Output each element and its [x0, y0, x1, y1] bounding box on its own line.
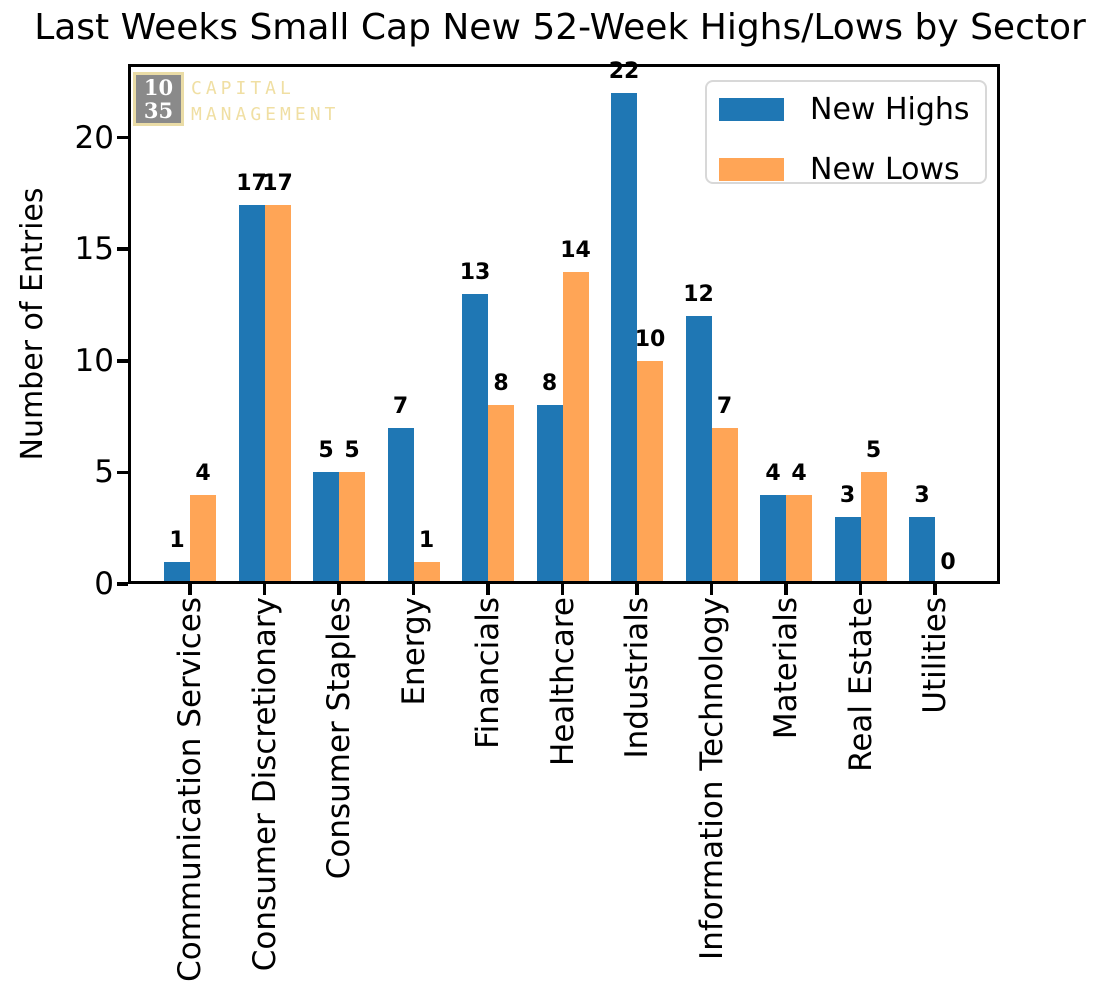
bar-value-label: 10	[634, 326, 666, 352]
x-tick	[262, 584, 267, 595]
bar-value-label: 7	[392, 393, 409, 419]
legend-item-new-highs: New Highs	[719, 94, 985, 124]
legend-label-new-lows: New Lows	[810, 151, 960, 187]
y-tick-label: 10	[74, 342, 114, 379]
bar-value-label: 22	[608, 59, 640, 84]
bar-new-lows-energy	[413, 561, 440, 584]
logo-number-bottom: 35	[143, 98, 174, 123]
bar-value-label: 3	[914, 483, 930, 509]
x-tick-label-communication-services: Communication Services	[172, 597, 208, 982]
x-tick-label-consumer-discretionary: Consumer Discretionary	[246, 597, 283, 972]
y-tick	[117, 247, 128, 251]
bar-new-lows-industrials	[637, 360, 663, 584]
y-axis-label: Number of Entries	[15, 187, 50, 461]
x-tick-label-utilities: Utilities	[917, 597, 953, 714]
x-tick	[486, 584, 490, 595]
x-tick-label-energy: Energy	[395, 597, 432, 706]
logo-wordmark-line1: CAPITAL	[191, 78, 295, 99]
logo-1035-badge: 10 35	[133, 72, 184, 126]
x-tick	[411, 584, 416, 595]
x-tick-label-healthcare: Healthcare	[544, 597, 581, 766]
bar-value-label: 17	[262, 170, 293, 196]
x-tick-label-industrials: Industrials	[619, 597, 655, 759]
legend-swatch-new-highs	[719, 98, 784, 121]
y-tick	[117, 470, 128, 475]
bar-new-lows-consumer-discretionary	[264, 204, 291, 584]
logo-wordmark: CAPITAL MANAGEMENT	[191, 76, 339, 128]
y-tick	[117, 135, 128, 140]
bar-new-highs-consumer-staples	[313, 472, 339, 584]
bar-new-highs-real-estate	[834, 517, 861, 584]
bar-value-label: 4	[195, 460, 211, 486]
bar-value-label: 1	[418, 527, 435, 553]
bar-value-label: 13	[459, 259, 491, 285]
y-tick	[117, 359, 128, 363]
bar-new-lows-real-estate	[860, 472, 887, 584]
bar-new-lows-consumer-staples	[339, 472, 365, 584]
logo-number-top: 10	[143, 75, 174, 100]
x-tick-label-financials: Financials	[470, 597, 506, 749]
bar-value-label: 0	[940, 550, 956, 575]
bar-new-lows-information-technology	[711, 427, 738, 584]
legend-label-new-highs: New Highs	[810, 91, 970, 127]
y-tick-label: 20	[74, 119, 114, 156]
chart-title: Last Weeks Small Cap New 52-Week Highs/L…	[34, 7, 1086, 48]
bar-value-label: 5	[318, 438, 334, 464]
bar-new-highs-information-technology	[685, 316, 712, 584]
bar-value-label: 3	[839, 483, 856, 509]
bar-new-highs-healthcare	[536, 405, 563, 584]
bar-value-label: 14	[560, 237, 591, 263]
bar-new-highs-financials	[462, 293, 488, 584]
bar-value-label: 4	[765, 460, 781, 486]
y-tick	[117, 582, 128, 586]
x-tick	[560, 584, 565, 595]
bar-new-highs-materials	[760, 494, 786, 584]
bar-value-label: 5	[344, 438, 360, 464]
bar-value-label: 7	[716, 393, 733, 419]
bar-value-label: 5	[865, 438, 882, 464]
x-tick	[635, 584, 639, 595]
x-tick	[188, 584, 192, 595]
bar-value-label: 1	[169, 527, 185, 553]
bar-new-highs-consumer-discretionary	[238, 204, 265, 584]
x-tick	[337, 584, 341, 595]
bar-new-lows-materials	[786, 494, 812, 584]
bar-new-highs-industrials	[611, 93, 637, 584]
bar-value-label: 4	[791, 460, 807, 486]
legend: New Highs New Lows	[705, 80, 987, 184]
bar-new-highs-utilities	[909, 517, 935, 584]
x-tick	[933, 584, 937, 595]
x-tick-label-real-estate: Real Estate	[842, 597, 879, 772]
x-tick-label-materials: Materials	[768, 597, 804, 740]
legend-item-new-lows: New Lows	[719, 154, 985, 184]
y-tick-label: 15	[74, 231, 114, 268]
legend-swatch-new-lows	[719, 158, 784, 181]
x-tick	[784, 584, 788, 595]
bar-value-label: 12	[683, 282, 714, 308]
x-tick	[709, 584, 714, 595]
bar-new-highs-communication-services	[164, 561, 190, 584]
logo-wordmark-line2: MANAGEMENT	[191, 104, 340, 125]
y-tick-label: 0	[94, 566, 114, 602]
bar-new-highs-energy	[387, 427, 414, 584]
bar-new-lows-communication-services	[190, 494, 216, 584]
bar-value-label: 17	[236, 170, 267, 196]
x-tick-label-consumer-staples: Consumer Staples	[321, 597, 357, 880]
bar-new-lows-financials	[488, 405, 514, 584]
bar-value-label: 8	[493, 371, 509, 397]
x-tick	[858, 584, 863, 595]
bar-new-lows-healthcare	[562, 271, 589, 584]
bar-value-label: 8	[541, 371, 558, 397]
x-tick-label-information-technology: Information Technology	[693, 597, 730, 960]
y-tick-label: 5	[94, 454, 114, 491]
